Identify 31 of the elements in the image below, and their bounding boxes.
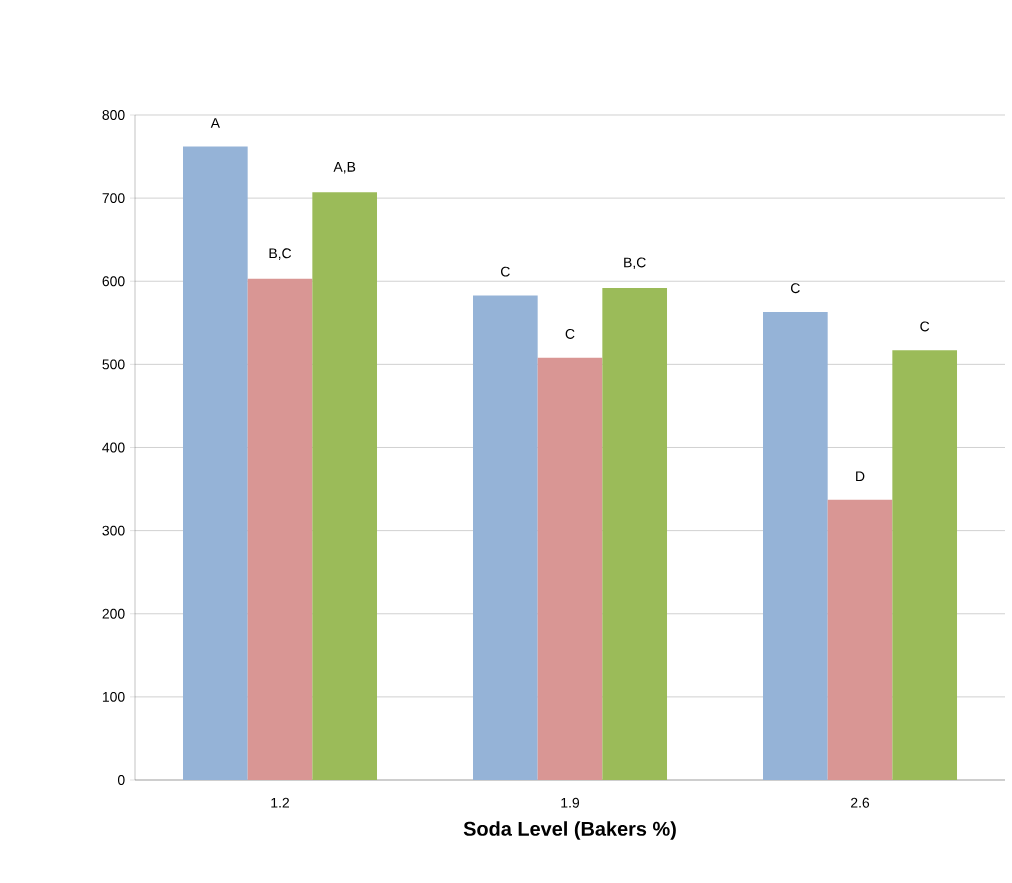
y-tick-label: 200 (102, 608, 125, 619)
data-label: C (791, 283, 800, 294)
data-label: C (501, 266, 510, 277)
y-tick-label: 700 (102, 193, 125, 204)
data-label: A,B (333, 162, 356, 174)
bar (763, 312, 828, 780)
bar (827, 499, 893, 780)
bar (312, 192, 378, 780)
data-label: D (856, 471, 865, 482)
bar (247, 278, 313, 780)
bar (892, 350, 958, 780)
bar (602, 287, 668, 780)
y-tick-label: 0 (117, 775, 125, 785)
data-label: C (565, 328, 575, 339)
y-tick-label: 800 (102, 110, 125, 120)
data-label: A (210, 118, 220, 128)
y-tick-label: 300 (102, 525, 125, 536)
y-tick-label: 500 (102, 359, 125, 370)
y-tick-label: 100 (102, 691, 125, 702)
x-tick-label: 1.9 (561, 797, 580, 808)
bar (473, 295, 538, 780)
x-tick-label: 2.6 (851, 797, 870, 808)
x-tick-label: 1.2 (271, 797, 289, 808)
x-axis-title: Soda Level (Bakers %) (463, 821, 676, 840)
y-tick-label: 600 (102, 276, 125, 287)
y-tick-label: 400 (102, 442, 125, 453)
data-label: B,C (269, 248, 292, 260)
data-label: B,C (624, 257, 646, 270)
bar (537, 357, 603, 780)
data-label: C (920, 321, 930, 332)
bar (183, 146, 248, 780)
